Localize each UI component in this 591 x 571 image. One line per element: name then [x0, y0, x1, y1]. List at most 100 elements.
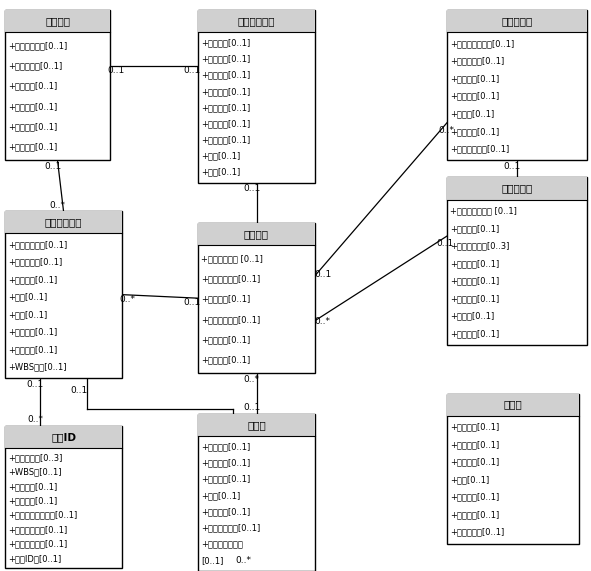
Text: +移动类型[0..1]: +移动类型[0..1] [201, 507, 250, 516]
Text: 0..*: 0..* [439, 126, 455, 135]
Text: +订单金额[0..1]: +订单金额[0..1] [8, 122, 57, 131]
Bar [447, 393, 579, 544]
Text: +凭据编号[0..1]: +凭据编号[0..1] [450, 510, 499, 519]
Bar [198, 10, 315, 183]
Text: +采购订单编号[0..1]: +采购订单编号[0..1] [8, 240, 67, 249]
Text: 0..*: 0..* [27, 415, 43, 424]
Text: +供应计划编号 [0..1]: +供应计划编号 [0..1] [201, 254, 263, 263]
Text: +采购订单编号[0..1]: +采购订单编号[0..1] [8, 41, 67, 50]
Bar [198, 223, 315, 246]
Bar [447, 10, 587, 33]
Text: +公司代码[0..1]: +公司代码[0..1] [8, 102, 57, 111]
Text: +验收时间[0..1]: +验收时间[0..1] [450, 127, 499, 136]
Text: 0..*: 0..* [243, 375, 259, 384]
Text: +库存地点[0..1]: +库存地点[0..1] [201, 475, 250, 484]
Text: 0..1: 0..1 [183, 66, 200, 75]
Text: 0..1: 0..1 [183, 299, 200, 307]
Text: +验收人[0..1]: +验收人[0..1] [450, 110, 494, 118]
Text: +实物ID号[0..1]: +实物ID号[0..1] [8, 554, 61, 563]
Text: 采购订单项目: 采购订单项目 [45, 217, 82, 227]
Text: +数量[0..1]: +数量[0..1] [8, 292, 47, 301]
Text: +采购订单行项目: +采购订单行项目 [201, 540, 243, 549]
Text: +收货数量[0..1]: +收货数量[0..1] [201, 459, 250, 468]
Text: +WBS号[0..1]: +WBS号[0..1] [8, 468, 61, 477]
Bar [5, 10, 110, 33]
Bar [198, 414, 315, 436]
Text: +供应商编号[0..1]: +供应商编号[0..1] [8, 62, 62, 70]
Text: +付款比例[0..1]: +付款比例[0..1] [201, 119, 250, 128]
Text: +物料编码[0..1]: +物料编码[0..1] [201, 135, 250, 144]
Text: +合同编号[0..1]: +合同编号[0..1] [201, 38, 250, 47]
Text: +工厂[0..1]: +工厂[0..1] [450, 475, 489, 484]
Text: +计量单位[0..1]: +计量单位[0..1] [450, 276, 499, 286]
Text: 0..1: 0..1 [436, 239, 453, 248]
Text: 0..1: 0..1 [45, 162, 62, 171]
Text: +需求单位[0..1]: +需求单位[0..1] [8, 345, 57, 354]
Text: 0..1: 0..1 [243, 403, 260, 412]
Text: +采购组织[0..1]: +采购组织[0..1] [8, 82, 57, 91]
Text: +物料编号[0..1]: +物料编号[0..1] [8, 482, 57, 491]
Text: 采购订单: 采购订单 [45, 17, 70, 26]
Bar [5, 211, 122, 234]
Text: +合同编号[0..1]: +合同编号[0..1] [450, 224, 499, 233]
Text: +固定资产编码[0..1]: +固定资产编码[0..1] [8, 525, 67, 534]
Text: +凭据行项目[0..1]: +凭据行项目[0..1] [450, 528, 504, 537]
Text: +数量[0..1]: +数量[0..1] [201, 151, 241, 160]
Text: +交接数量[0..1]: +交接数量[0..1] [450, 294, 499, 303]
Bar [447, 178, 587, 345]
Text: +发货数量[0..1]: +发货数量[0..1] [450, 440, 499, 449]
Text: +付款条件[0..1]: +付款条件[0..1] [8, 143, 57, 151]
Text: +合同金额[0..1]: +合同金额[0..1] [201, 103, 250, 112]
Text: 0..1: 0..1 [243, 184, 260, 193]
Text: 供应计划: 供应计划 [244, 230, 269, 239]
Text: +物料编码[0..1]: +物料编码[0..1] [201, 442, 250, 451]
Text: +计划交货数量[0..1]: +计划交货数量[0..1] [201, 315, 260, 324]
Text: +交货日期[0..1]: +交货日期[0..1] [201, 335, 250, 344]
Text: +含税金额[0..1]: +含税金额[0..1] [8, 328, 57, 336]
Text: 0..*: 0..* [235, 556, 251, 565]
Text: +废旧物资编码[0..1]: +废旧物资编码[0..1] [8, 540, 67, 549]
Bar [5, 10, 110, 160]
Text: 发货单: 发货单 [504, 400, 522, 409]
Bar [447, 393, 579, 416]
Text: +供应计划编号[0..1]: +供应计划编号[0..1] [450, 144, 509, 154]
Text: 0..*: 0..* [120, 295, 136, 304]
Text: +物料编码[0..1]: +物料编码[0..1] [450, 74, 499, 83]
Text: 0..1: 0..1 [108, 66, 125, 75]
Text: 0..*: 0..* [315, 317, 331, 326]
Text: 0..1: 0..1 [314, 270, 332, 279]
Text: +合同类型[0..1]: +合同类型[0..1] [201, 87, 250, 96]
Text: +卖方信息[0..1]: +卖方信息[0..1] [201, 55, 250, 63]
Text: 0..*: 0..* [50, 201, 66, 210]
Text: +货物交接单编号 [0..1]: +货物交接单编号 [0..1] [450, 207, 517, 216]
Bar [447, 10, 587, 160]
Text: 0..1: 0..1 [504, 162, 521, 171]
Text: +工厂[0..1]: +工厂[0..1] [201, 491, 241, 500]
Text: +供应计划编号[0..3]: +供应计划编号[0..3] [450, 242, 509, 251]
Bar [198, 223, 315, 373]
Text: +计量单位[0..1]: +计量单位[0..1] [201, 356, 250, 364]
Text: +到货验收单编号[0..1]: +到货验收单编号[0..1] [450, 39, 514, 49]
Text: +供应商编号[0..1]: +供应商编号[0..1] [450, 57, 504, 66]
Text: +电力系统资源编号[0..1]: +电力系统资源编号[0..1] [8, 511, 77, 520]
Text: +物料编号[0..1]: +物料编号[0..1] [450, 259, 499, 268]
Text: +设备编号[0..1]: +设备编号[0..1] [8, 496, 57, 505]
Text: 货物交接单: 货物交接单 [501, 184, 532, 194]
Text: +交接时间[0..1]: +交接时间[0..1] [450, 329, 499, 338]
Text: +交接人[0..1]: +交接人[0..1] [450, 312, 494, 320]
Text: +物料编码[0..1]: +物料编码[0..1] [8, 275, 57, 284]
Text: +项目定义号[0..3]: +项目定义号[0..3] [8, 453, 63, 462]
Bar [447, 178, 587, 200]
Text: +单位[0..1]: +单位[0..1] [201, 167, 241, 176]
Text: +单价[0..1]: +单价[0..1] [8, 310, 47, 319]
Text: +库存地点[0..1]: +库存地点[0..1] [450, 458, 499, 467]
Text: +移动类型[0..1]: +移动类型[0..1] [450, 493, 499, 502]
Text: +物料编号[0..1]: +物料编号[0..1] [201, 295, 250, 304]
Bar [5, 211, 122, 379]
Text: +供应计划状态[0..1]: +供应计划状态[0..1] [201, 275, 260, 283]
Text: +WBS编号[0..1]: +WBS编号[0..1] [8, 363, 67, 372]
Bar [198, 10, 315, 33]
Text: +买方信息[0..1]: +买方信息[0..1] [201, 71, 250, 80]
Text: 收货单: 收货单 [247, 420, 266, 430]
Bar [5, 426, 122, 448]
